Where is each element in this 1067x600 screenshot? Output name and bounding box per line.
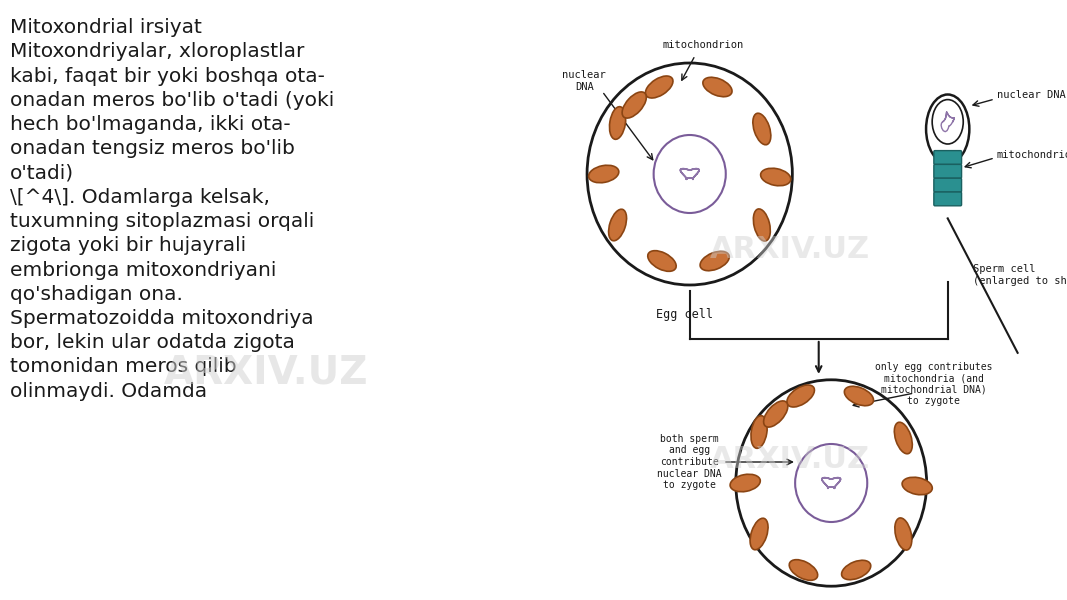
Ellipse shape — [894, 422, 912, 454]
Ellipse shape — [700, 251, 729, 271]
Text: both sperm
and egg
contribute
nuclear DNA
to zygote: both sperm and egg contribute nuclear DN… — [657, 434, 722, 490]
Text: only egg contributes
mitochondria (and
mitochondrial DNA)
to zygote: only egg contributes mitochondria (and m… — [875, 362, 992, 406]
Text: Sperm cell
(enlarged to show detail): Sperm cell (enlarged to show detail) — [973, 264, 1067, 286]
Text: Mitoxondrial irsiyat
Mitoxondriyalar, xloroplastlar
kabi, faqat bir yoki boshqa : Mitoxondrial irsiyat Mitoxondriyalar, xl… — [11, 18, 334, 401]
Ellipse shape — [844, 386, 874, 406]
Ellipse shape — [761, 168, 791, 186]
Ellipse shape — [589, 165, 619, 183]
Ellipse shape — [842, 560, 871, 580]
Ellipse shape — [730, 474, 761, 492]
Ellipse shape — [753, 113, 770, 145]
Ellipse shape — [764, 401, 787, 427]
Text: mitochondrion: mitochondrion — [663, 40, 744, 50]
Ellipse shape — [902, 477, 933, 495]
Text: nuclear
DNA: nuclear DNA — [562, 70, 606, 92]
Text: nuclear DNA: nuclear DNA — [997, 90, 1065, 100]
FancyBboxPatch shape — [934, 164, 961, 178]
Text: ARXIV.UZ: ARXIV.UZ — [710, 235, 870, 263]
FancyBboxPatch shape — [934, 151, 961, 164]
Ellipse shape — [622, 92, 647, 118]
Text: ARXIV.UZ: ARXIV.UZ — [164, 353, 368, 391]
FancyBboxPatch shape — [934, 178, 961, 192]
Ellipse shape — [895, 518, 912, 550]
Ellipse shape — [751, 416, 767, 448]
Text: mitochondrion: mitochondrion — [997, 150, 1067, 160]
Ellipse shape — [608, 209, 626, 241]
Ellipse shape — [703, 77, 732, 97]
Ellipse shape — [753, 209, 770, 241]
Text: Egg cell: Egg cell — [655, 308, 713, 321]
FancyBboxPatch shape — [934, 192, 961, 206]
Text: ARXIV.UZ: ARXIV.UZ — [710, 445, 870, 473]
Ellipse shape — [648, 251, 676, 271]
Ellipse shape — [646, 76, 673, 98]
Ellipse shape — [790, 560, 817, 580]
Ellipse shape — [609, 107, 625, 139]
Ellipse shape — [786, 385, 814, 407]
Ellipse shape — [750, 518, 768, 550]
